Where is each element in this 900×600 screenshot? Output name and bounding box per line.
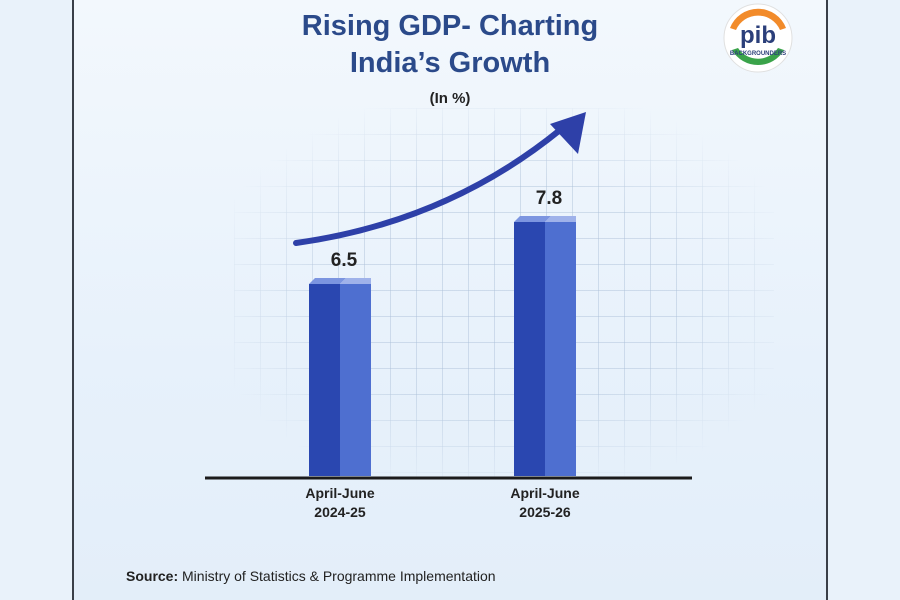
source-text: Ministry of Statistics & Programme Imple… <box>178 568 496 584</box>
chart-title-line2: India’s Growth <box>349 47 551 79</box>
pib-logo-icon: pib BACKGROUNDERS <box>723 3 793 73</box>
bar-front-face <box>309 284 340 476</box>
bar-side-face <box>545 222 576 476</box>
logo-mark: pib <box>740 22 776 49</box>
bar-top-side <box>545 216 576 222</box>
x-tick-label-1-line2: 2024-25 <box>314 504 366 520</box>
data-label-2: 7.8 <box>536 188 562 209</box>
source-label: Source: <box>126 568 179 584</box>
bar-top-side <box>340 278 371 284</box>
bar-2 <box>514 216 576 476</box>
x-tick-label-2-line1: April-June <box>510 485 579 501</box>
trend-arrow-icon <box>293 127 563 246</box>
bar-top-face <box>514 216 551 222</box>
chart-title-line1: Rising GDP- Charting <box>301 10 599 42</box>
unit-label: (In %) <box>429 90 471 107</box>
data-label-1: 6.5 <box>331 250 358 271</box>
bar-front-face <box>514 222 545 476</box>
bar-1 <box>309 278 371 476</box>
source-note: Source: Ministry of Statistics & Program… <box>126 568 496 584</box>
x-tick-label-1-line1: April-June <box>305 485 374 501</box>
bar-top-face <box>309 278 346 284</box>
trend-arrow-head-icon <box>550 112 586 154</box>
bar-side-face <box>340 284 371 476</box>
x-tick-label-2-line2: 2025-26 <box>519 504 571 520</box>
logo-subtext: BACKGROUNDERS <box>730 51 786 57</box>
